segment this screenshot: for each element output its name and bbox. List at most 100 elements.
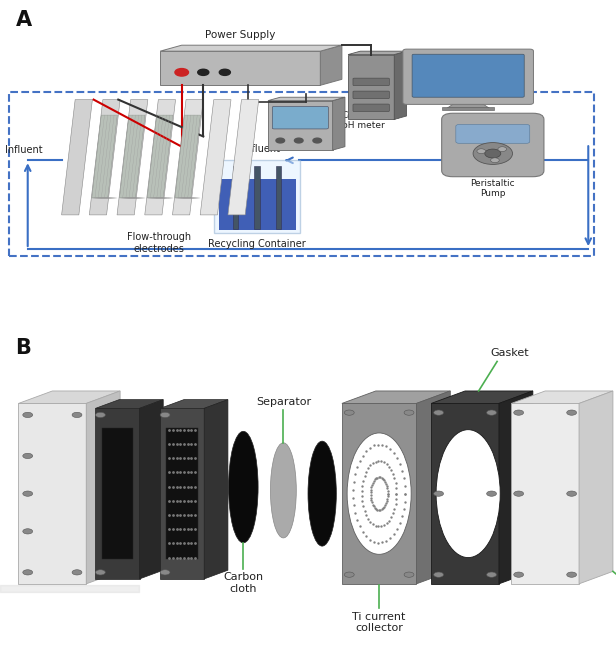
Circle shape <box>490 158 499 163</box>
Text: Recycling Container: Recycling Container <box>208 239 306 249</box>
Circle shape <box>434 572 444 577</box>
Polygon shape <box>205 400 228 579</box>
Text: A: A <box>15 10 31 30</box>
FancyBboxPatch shape <box>275 166 281 229</box>
Polygon shape <box>175 115 200 198</box>
Polygon shape <box>268 97 345 100</box>
Ellipse shape <box>270 443 296 538</box>
Polygon shape <box>342 391 450 403</box>
Polygon shape <box>447 102 490 108</box>
Text: Gasket: Gasket <box>490 348 529 358</box>
FancyBboxPatch shape <box>254 166 260 229</box>
Polygon shape <box>160 408 205 579</box>
Circle shape <box>160 569 170 575</box>
Text: Peristaltic
Pump: Peristaltic Pump <box>471 179 515 199</box>
Circle shape <box>23 569 33 575</box>
Polygon shape <box>320 45 342 85</box>
Circle shape <box>514 491 524 496</box>
FancyBboxPatch shape <box>403 49 533 104</box>
FancyBboxPatch shape <box>268 100 333 150</box>
Circle shape <box>175 69 188 76</box>
FancyBboxPatch shape <box>412 54 524 97</box>
Polygon shape <box>95 400 163 408</box>
Circle shape <box>487 410 496 415</box>
Circle shape <box>72 569 82 575</box>
Polygon shape <box>89 100 120 215</box>
Polygon shape <box>579 391 613 584</box>
Text: Separator: Separator <box>256 397 311 407</box>
Circle shape <box>514 572 524 577</box>
FancyBboxPatch shape <box>442 107 494 110</box>
Text: Power Supply: Power Supply <box>205 30 275 40</box>
FancyBboxPatch shape <box>166 428 198 559</box>
Text: Ti current
collector: Ti current collector <box>352 611 406 633</box>
Ellipse shape <box>229 432 258 543</box>
Polygon shape <box>172 100 203 215</box>
Circle shape <box>434 491 444 496</box>
Circle shape <box>23 529 33 534</box>
Circle shape <box>23 491 33 496</box>
Circle shape <box>23 412 33 417</box>
Circle shape <box>473 142 513 165</box>
Polygon shape <box>348 51 407 54</box>
FancyBboxPatch shape <box>353 104 389 112</box>
Text: Flow-through
electrodes: Flow-through electrodes <box>126 232 191 254</box>
FancyBboxPatch shape <box>214 159 300 233</box>
Polygon shape <box>499 391 533 584</box>
Text: Carbon
cloth: Carbon cloth <box>223 572 264 594</box>
Circle shape <box>498 147 506 152</box>
Circle shape <box>485 149 501 158</box>
Circle shape <box>72 412 82 417</box>
Circle shape <box>294 138 303 143</box>
FancyBboxPatch shape <box>160 51 320 85</box>
Polygon shape <box>511 403 579 584</box>
Circle shape <box>567 572 577 577</box>
Circle shape <box>95 569 105 575</box>
Polygon shape <box>342 403 416 584</box>
Circle shape <box>276 138 285 143</box>
Circle shape <box>198 70 209 75</box>
FancyBboxPatch shape <box>233 166 238 229</box>
FancyBboxPatch shape <box>353 78 389 86</box>
FancyBboxPatch shape <box>442 113 544 176</box>
FancyBboxPatch shape <box>353 91 389 98</box>
Polygon shape <box>416 391 450 584</box>
Polygon shape <box>86 391 120 584</box>
Polygon shape <box>228 100 259 215</box>
Text: B: B <box>15 338 31 358</box>
Circle shape <box>404 410 414 415</box>
FancyBboxPatch shape <box>219 178 296 230</box>
Circle shape <box>567 491 577 496</box>
Polygon shape <box>18 391 120 403</box>
Circle shape <box>477 149 485 154</box>
Polygon shape <box>120 115 145 198</box>
Circle shape <box>160 412 170 417</box>
Polygon shape <box>511 391 613 403</box>
Circle shape <box>487 572 496 577</box>
Text: Conductivity/
pH meter: Conductivity/ pH meter <box>342 111 402 130</box>
FancyBboxPatch shape <box>272 106 328 129</box>
Circle shape <box>344 572 354 577</box>
Circle shape <box>567 410 577 415</box>
Polygon shape <box>333 97 345 150</box>
Ellipse shape <box>308 441 336 546</box>
Polygon shape <box>431 391 533 403</box>
Polygon shape <box>62 100 92 215</box>
Polygon shape <box>160 400 228 408</box>
Text: Effluent: Effluent <box>242 144 280 154</box>
Circle shape <box>404 572 414 577</box>
Circle shape <box>219 70 230 75</box>
Circle shape <box>23 453 33 459</box>
Circle shape <box>95 412 105 417</box>
Polygon shape <box>160 45 342 51</box>
FancyBboxPatch shape <box>102 428 134 559</box>
Polygon shape <box>117 100 148 215</box>
Circle shape <box>313 138 322 143</box>
Circle shape <box>514 410 524 415</box>
Ellipse shape <box>347 433 411 554</box>
FancyBboxPatch shape <box>348 54 394 119</box>
Circle shape <box>434 410 444 415</box>
FancyBboxPatch shape <box>456 125 530 143</box>
Circle shape <box>344 410 354 415</box>
Polygon shape <box>139 400 163 579</box>
